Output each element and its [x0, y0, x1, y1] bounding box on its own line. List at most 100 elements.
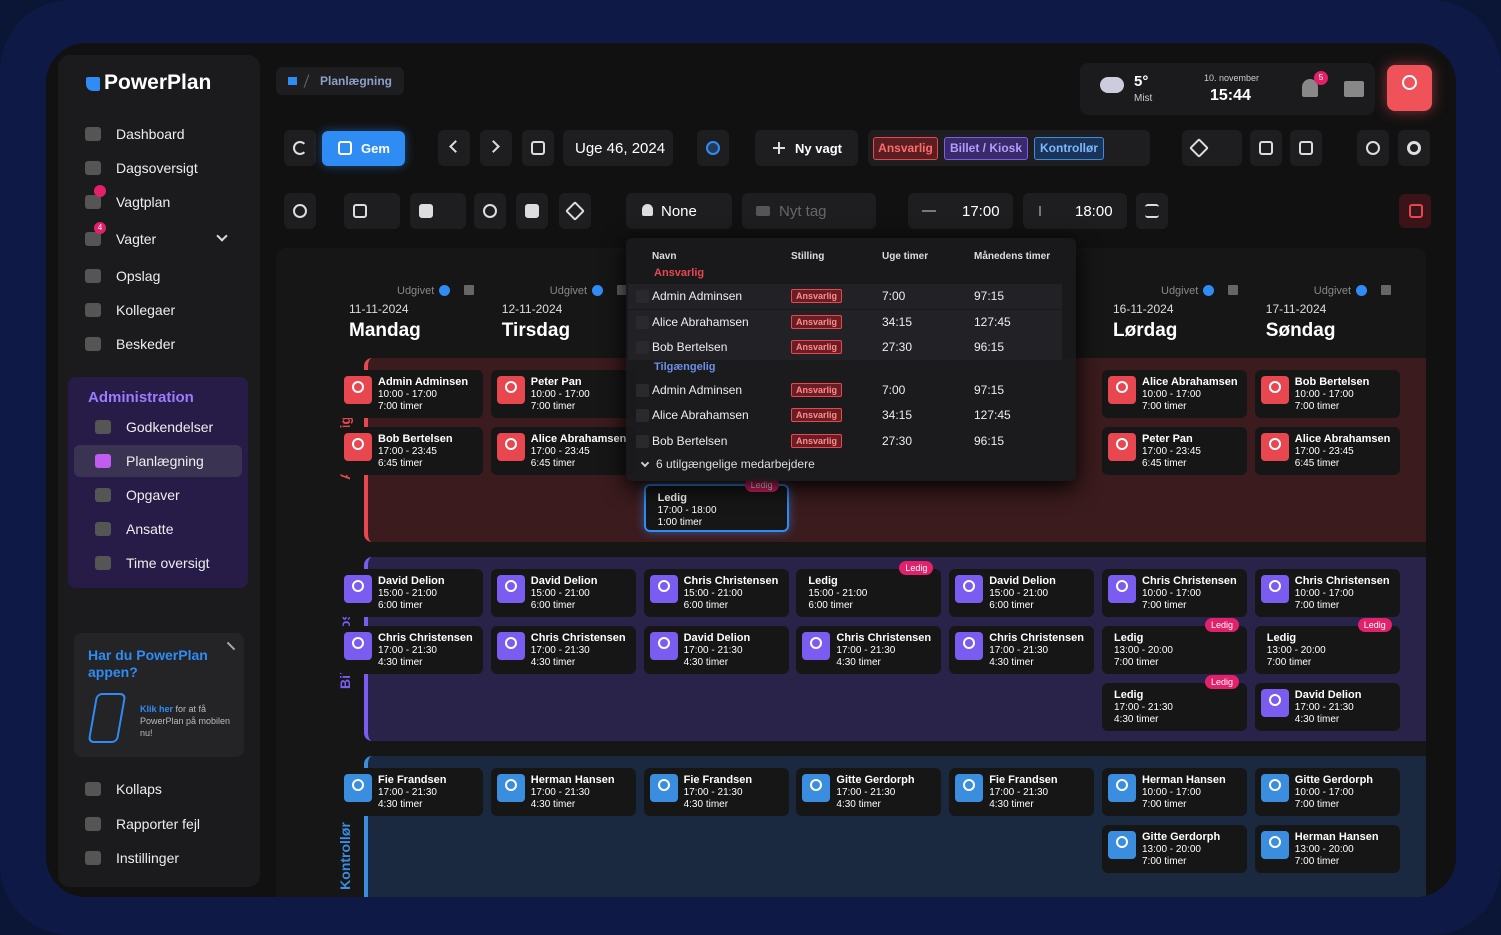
nav-item[interactable]: Dashboard — [58, 118, 238, 150]
help[interactable] — [1357, 130, 1389, 166]
nav-item[interactable]: Vagter 4 — [58, 222, 238, 255]
shift-card[interactable]: Herman Hansen 17:00 - 21:30 4:30 timer — [490, 768, 636, 816]
shift-card[interactable]: Ledig 15:00 - 21:00 6:00 timer Ledig — [796, 561, 942, 617]
nav-item[interactable]: Instillinger — [58, 842, 238, 874]
shift-card[interactable]: David Delion 17:00 - 21:30 4:30 timer — [1254, 683, 1400, 731]
shift-card[interactable]: Gitte Gerdorph 17:00 - 21:30 4:30 timer — [796, 768, 942, 816]
nav-item[interactable]: Kollegaer — [58, 294, 238, 326]
checkbox[interactable] — [636, 434, 649, 448]
close[interactable] — [226, 641, 236, 651]
note-icon[interactable] — [1380, 285, 1391, 295]
person-row[interactable]: Bob Bertelsen Ansvarlig 27:30 96:15 — [628, 429, 1062, 454]
unavailable-toggle[interactable]: 6 utilgængelige medarbejdere — [656, 457, 815, 471]
shift-card[interactable]: Ledig 17:00 - 18:00 1:00 timer Ledig — [643, 478, 789, 532]
remove-tag[interactable] — [516, 193, 548, 229]
expand-chevron[interactable] — [640, 458, 650, 468]
shift-card[interactable]: Ledig 13:00 - 20:00 7:00 timer Ledig — [1254, 618, 1400, 674]
open-external[interactable] — [1290, 130, 1322, 166]
delete[interactable] — [1399, 194, 1431, 228]
ai-menu[interactable] — [1182, 130, 1242, 166]
tag-input[interactable]: Nyt tag — [742, 193, 876, 229]
shift-card[interactable]: Herman Hansen 10:00 - 17:00 7:00 timer — [1102, 768, 1247, 816]
clear[interactable] — [284, 193, 316, 229]
note-icon[interactable] — [464, 285, 474, 295]
start-time[interactable]: 17:00 — [908, 193, 1013, 229]
undo[interactable] — [284, 130, 316, 166]
shift-card[interactable]: Bob Bertelsen 17:00 - 23:45 6:45 timer — [338, 427, 483, 475]
next-week[interactable] — [480, 130, 512, 166]
shift-card[interactable]: Alice Abrahamsen 10:00 - 17:00 7:00 timer — [1102, 370, 1247, 418]
tree[interactable] — [1250, 130, 1282, 166]
filters[interactable] — [1136, 193, 1168, 229]
auto-fill[interactable] — [559, 193, 591, 229]
shift-card[interactable]: Ledig 17:00 - 21:30 4:30 timer Ledig — [1102, 675, 1247, 731]
bell[interactable] — [1302, 79, 1318, 97]
checkbox[interactable] — [636, 409, 649, 422]
shift-card[interactable]: Chris Christensen 17:00 - 21:30 4:30 timer — [796, 626, 942, 674]
shift-card[interactable]: Fie Frandsen 17:00 - 21:30 4:30 timer — [338, 768, 483, 816]
prev-week[interactable] — [438, 130, 470, 166]
checkbox[interactable] — [636, 341, 649, 354]
nav-item[interactable]: Godkendelser — [68, 411, 248, 443]
shift-card[interactable]: Admin Adminsen 10:00 - 17:00 7:00 timer — [338, 370, 483, 418]
shift-card[interactable]: Chris Christensen 17:00 - 21:30 4:30 timer — [949, 626, 1095, 674]
shift-card[interactable]: Chris Christensen 10:00 - 17:00 7:00 timer — [1102, 569, 1247, 617]
chat[interactable] — [1344, 81, 1364, 97]
checkbox[interactable] — [636, 315, 649, 329]
tag-chip[interactable]: Ansvarlig — [873, 137, 938, 160]
note-icon[interactable] — [616, 285, 627, 295]
person-row[interactable]: Admin Adminsen Ansvarlig 7:00 97:15 — [628, 284, 1062, 309]
save-button[interactable]: Gem — [322, 131, 405, 166]
shift-card[interactable]: Chris Christensen 17:00 - 21:30 4:30 timer — [338, 626, 483, 674]
shift-card[interactable]: Herman Hansen 13:00 - 20:00 7:00 timer — [1254, 825, 1400, 873]
nav-item[interactable]: Opgaver — [68, 479, 248, 511]
nav-item[interactable]: Beskeder — [58, 328, 238, 360]
note-icon[interactable] — [1228, 285, 1238, 295]
checkbox[interactable] — [636, 290, 649, 303]
end-time[interactable]: 18:00 — [1023, 193, 1127, 229]
shift-card[interactable]: Chris Christensen 15:00 - 21:00 6:00 timer — [643, 569, 789, 617]
shift-card[interactable]: Chris Christensen 17:00 - 21:30 4:30 timer — [490, 626, 636, 674]
shift-card[interactable]: Chris Christensen 10:00 - 17:00 7:00 timer — [1254, 569, 1400, 617]
shift-card[interactable]: David Delion 15:00 - 21:00 6:00 timer — [490, 569, 636, 617]
tag-chip[interactable]: Billet / Kiosk — [944, 137, 1028, 160]
nav-item[interactable]: Opslag — [58, 260, 238, 292]
person-row[interactable]: Bob Bertelsen Ansvarlig 27:30 96:15 — [628, 335, 1062, 360]
week-box[interactable]: Uge 46, 2024 — [563, 130, 673, 166]
shift-card[interactable]: Fie Frandsen 17:00 - 21:30 4:30 timer — [949, 768, 1095, 816]
copy[interactable] — [344, 193, 400, 229]
column-header[interactable]: Navn — [652, 251, 677, 262]
publish[interactable] — [697, 130, 729, 166]
home-icon[interactable] — [288, 77, 297, 85]
nav-item[interactable]: Dagsoversigt — [58, 152, 238, 184]
shift-card[interactable]: Gitte Gerdorph 10:00 - 17:00 7:00 timer — [1254, 768, 1400, 816]
settings[interactable] — [1398, 130, 1430, 166]
shift-card[interactable]: Fie Frandsen 17:00 - 21:30 4:30 timer — [643, 768, 789, 816]
shift-card[interactable]: David Delion 15:00 - 21:00 6:00 timer — [338, 569, 483, 617]
shift-card[interactable]: Bob Bertelsen 10:00 - 17:00 7:00 timer — [1254, 370, 1400, 418]
shift-card[interactable]: Gitte Gerdorph 13:00 - 20:00 7:00 timer — [1102, 825, 1247, 873]
person-row[interactable]: Admin Adminsen Ansvarlig 7:00 97:15 — [628, 378, 1062, 403]
person-row[interactable]: Alice Abrahamsen Ansvarlig 34:15 127:45 — [628, 403, 1062, 428]
shift-card[interactable]: Alice Abrahamsen 17:00 - 23:45 6:45 timer — [490, 427, 636, 475]
profile-button[interactable] — [1387, 65, 1432, 111]
new-shift[interactable]: Ny vagt — [755, 130, 858, 166]
nav-item[interactable]: Vagtplan — [58, 185, 238, 218]
tag-chip[interactable]: Kontrollør — [1034, 137, 1104, 160]
shift-card[interactable]: Peter Pan 10:00 - 17:00 7:00 timer — [490, 370, 636, 418]
nav-item[interactable]: Rapporter fejl — [58, 808, 238, 840]
promo-link[interactable]: Klik her — [140, 704, 174, 714]
shift-card[interactable]: David Delion 15:00 - 21:00 6:00 timer — [949, 569, 1095, 617]
shift-card[interactable]: Alice Abrahamsen 17:00 - 23:45 6:45 timer — [1254, 427, 1400, 475]
shift-card[interactable]: David Delion 17:00 - 21:30 4:30 timer — [643, 626, 789, 674]
duplicate[interactable] — [410, 193, 466, 229]
shift-card[interactable]: Peter Pan 17:00 - 23:45 6:45 timer — [1102, 427, 1247, 475]
person-row[interactable]: Alice Abrahamsen Ansvarlig 34:15 127:45 — [628, 309, 1062, 335]
nav-item[interactable]: Ansatte — [68, 513, 248, 545]
nav-item[interactable]: Kollaps — [58, 773, 238, 805]
remove-person[interactable] — [474, 193, 506, 229]
checkbox[interactable] — [636, 383, 649, 397]
shift-card[interactable]: Ledig 13:00 - 20:00 7:00 timer Ledig — [1102, 618, 1247, 674]
calendar[interactable] — [522, 130, 554, 166]
nav-item[interactable]: Planlægning — [74, 445, 242, 477]
